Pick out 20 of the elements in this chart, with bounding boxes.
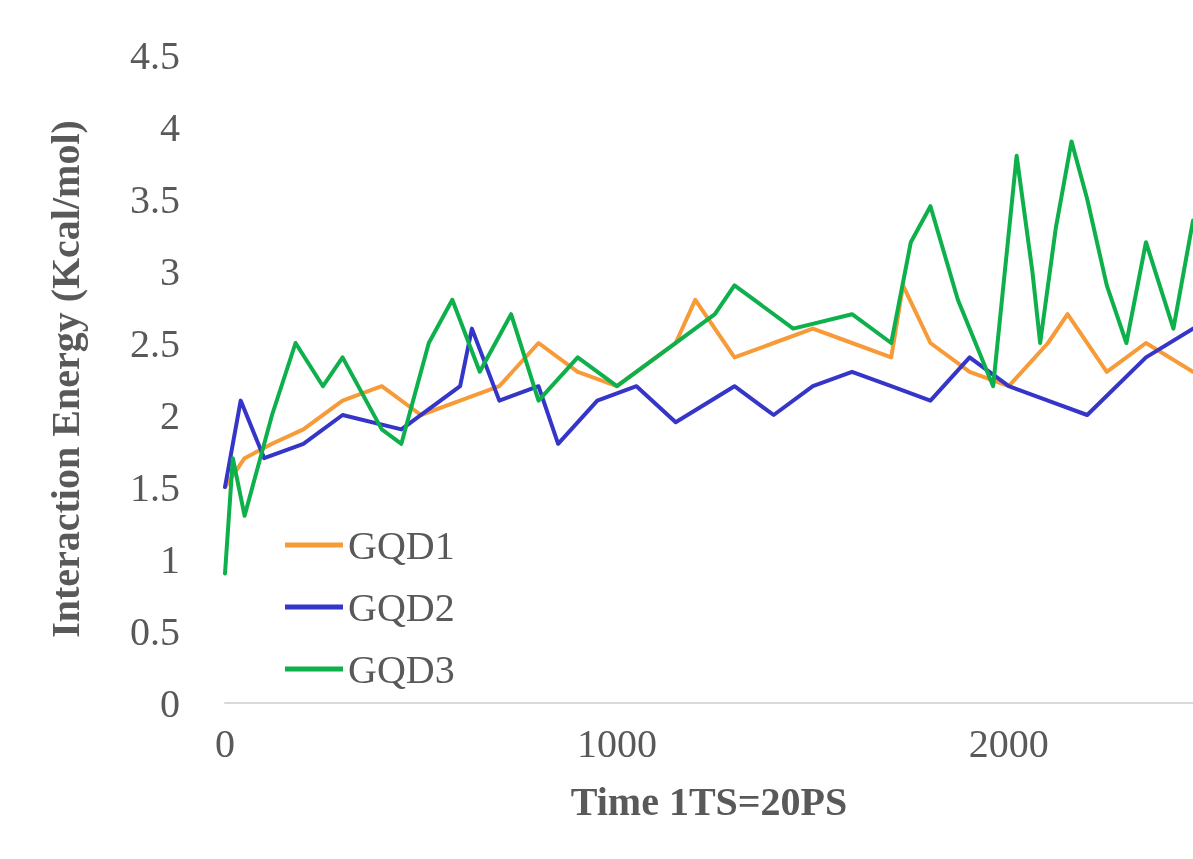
y-tick-label: 2.5 bbox=[130, 320, 180, 366]
x-axis-title: Time 1TS=20PS bbox=[570, 778, 848, 824]
x-tick-label: 1000 bbox=[576, 720, 657, 766]
legend-label: GQD2 bbox=[348, 584, 455, 630]
y-tick-label: 4.5 bbox=[130, 32, 180, 78]
y-tick-label: 0 bbox=[160, 680, 180, 726]
y-tick-label: 3 bbox=[160, 248, 180, 294]
y-tick-label: 0.5 bbox=[130, 608, 180, 654]
x-tick-label: 0 bbox=[215, 720, 235, 766]
legend-label: GQD1 bbox=[348, 522, 455, 568]
y-tick-label: 1.5 bbox=[130, 464, 180, 510]
y-tick-label: 1 bbox=[160, 536, 180, 582]
line-series bbox=[223, 139, 1193, 576]
line-series bbox=[223, 326, 1193, 489]
legend-label: GQD3 bbox=[348, 646, 455, 692]
y-tick-label: 4 bbox=[160, 104, 180, 150]
x-tick-label: 2000 bbox=[968, 720, 1049, 766]
y-tick-label: 3.5 bbox=[130, 176, 180, 222]
y-tick-label: 2 bbox=[160, 392, 180, 438]
y-axis-title: Interaction Energy (Kcal/mol) bbox=[42, 120, 88, 638]
